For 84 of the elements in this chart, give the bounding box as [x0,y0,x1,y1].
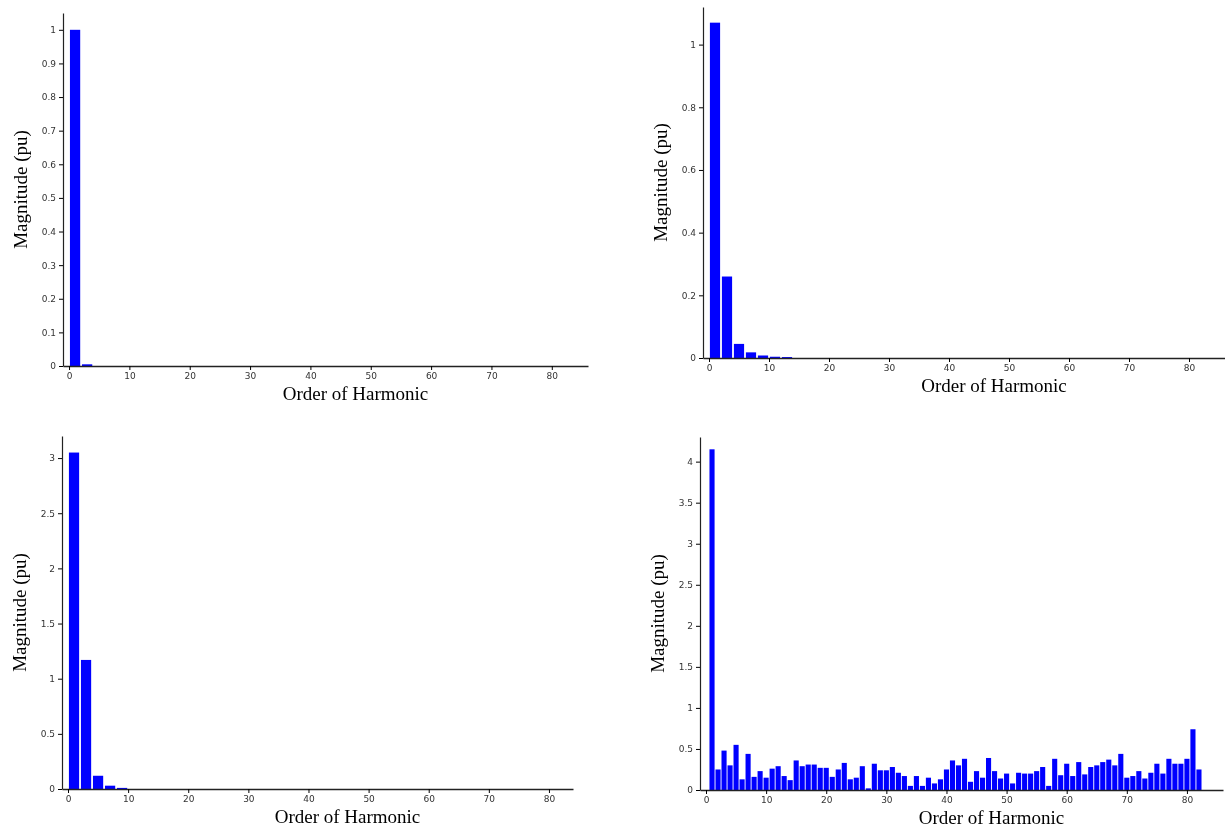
y-tick-label: 0.4 [41,226,57,237]
x-tick-label: 30 [881,795,893,806]
x-tick-label: 70 [483,794,496,805]
x-tick-label: 50 [365,371,378,382]
x-axis-title: Order of Harmonic [282,383,429,404]
bar [721,276,733,358]
y-axis-title: Magnitude (pu) [10,130,32,249]
x-tick-label: 60 [1063,363,1076,374]
x-tick-label: 0 [706,363,713,374]
y-tick-label: 0.3 [41,260,56,271]
y-tick-label: 1 [49,674,55,685]
y-tick-label: 2 [49,563,55,574]
x-tick-label: 60 [423,794,436,805]
y-tick-label: 0.2 [41,294,56,305]
y-tick-label: 2.5 [678,580,693,591]
x-tick-label: 40 [303,794,315,805]
y-tick-label: 0.7 [41,126,56,137]
y-tick-label: 0.4 [681,228,697,239]
x-tick-label: 80 [1181,795,1194,806]
x-tick-label: 20 [183,794,195,805]
x-tick-label: 40 [305,371,317,382]
y-tick-label: 0.9 [41,58,57,69]
x-axis-title: Order of Harmonic [921,375,1067,396]
x-tick-label: 30 [243,794,255,805]
x-tick-label: 30 [883,363,896,374]
y-tick-label: 0.1 [41,327,56,338]
x-tick-label: 0 [65,794,72,805]
y-tick-label: 3 [687,539,693,550]
x-tick-label: 0 [703,795,710,806]
bar [80,659,92,789]
bar [68,452,80,789]
x-tick-label: 20 [184,371,197,382]
x-tick-label: 40 [941,795,953,806]
y-tick-label: 2 [687,621,693,632]
y-tick-label: 2.5 [40,508,55,519]
x-tick-label: 80 [546,371,559,382]
y-tick-label: 0.5 [40,729,55,740]
y-tick-label: 4 [687,457,694,468]
bar [757,355,769,358]
x-tick-label: 70 [1123,363,1136,374]
bar [745,352,757,358]
bar [92,775,104,789]
x-tick-label: 50 [1003,363,1016,374]
x-tick-label: 70 [486,371,498,382]
y-tick-label: 0.5 [678,744,693,755]
y-tick-label: 3 [49,453,55,464]
y-axis-title: Magnitude (pu) [647,554,669,673]
y-tick-label: 0 [687,785,694,796]
x-tick-label: 50 [1001,795,1014,806]
x-tick-label: 80 [543,794,556,805]
y-tick-label: 0.2 [681,290,696,301]
y-tick-label: 0.8 [41,92,57,103]
x-axis-title: Order of Harmonic [274,806,421,827]
y-tick-label: 1 [690,39,696,50]
x-tick-label: 80 [1183,363,1196,374]
x-tick-label: 30 [244,371,257,382]
y-tick-label: 1 [687,703,693,714]
x-tick-label: 10 [122,794,135,805]
y-tick-label: 1.5 [678,662,693,673]
x-tick-label: 10 [760,795,773,806]
x-tick-label: 10 [763,363,776,374]
y-tick-label: 0 [690,353,697,364]
x-tick-label: 40 [943,363,956,374]
x-tick-label: 20 [823,363,836,374]
y-axis-title: Magnitude (pu) [9,553,31,672]
y-axis-title: Magnitude (pu) [650,123,672,242]
x-tick-label: 60 [1061,795,1074,806]
y-tick-label: 0.5 [41,193,56,204]
y-tick-label: 0.8 [681,102,697,113]
x-tick-label: 60 [425,371,438,382]
y-tick-label: 1.5 [40,618,55,629]
x-tick-label: 50 [363,794,376,805]
y-tick-label: 0.6 [41,159,57,170]
y-tick-label: 3.5 [678,498,693,509]
y-tick-label: 1 [50,25,56,36]
x-axis-title: Order of Harmonic [918,807,1065,828]
x-tick-label: 10 [124,371,136,382]
bar [733,343,745,358]
x-tick-label: 20 [821,795,833,806]
y-tick-label: 0.6 [681,165,697,176]
bar [709,22,721,358]
y-tick-label: 0 [49,784,56,795]
x-tick-label: 0 [66,371,73,382]
x-tick-label: 70 [1121,795,1134,806]
